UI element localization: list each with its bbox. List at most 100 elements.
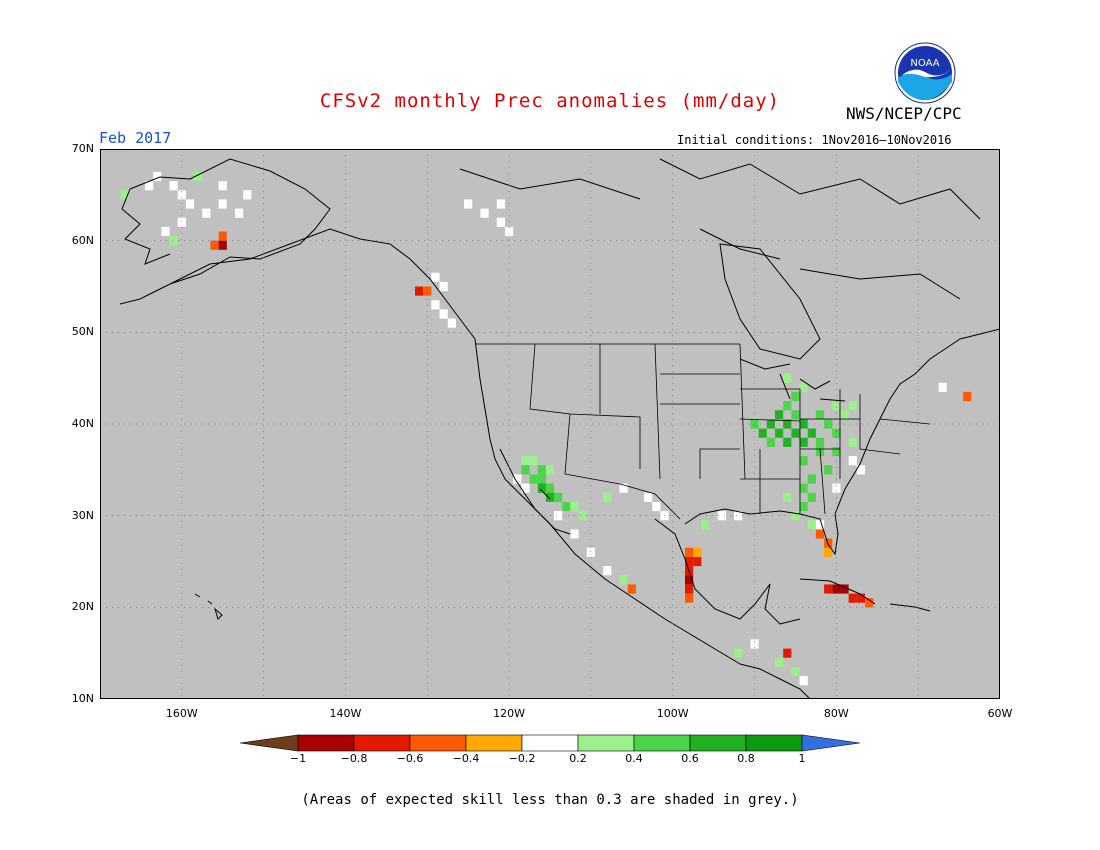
anomaly-cell [799, 419, 808, 429]
anomaly-cell [505, 226, 514, 237]
anomaly-cell [603, 492, 612, 502]
anomaly-cell [701, 520, 710, 530]
baja-coast [499, 448, 571, 535]
colorbar-segment [521, 734, 579, 752]
anomaly-cell [545, 492, 555, 502]
anomaly-cell [734, 511, 743, 521]
anomaly-cell [496, 199, 505, 209]
anomaly-cell [644, 492, 653, 502]
coastlines [119, 158, 1000, 699]
anomaly-cell [807, 520, 816, 530]
anomaly-cell [496, 217, 505, 227]
anomaly-cell [586, 547, 595, 557]
anomaly-cell [202, 208, 211, 218]
anomaly-cell [783, 648, 792, 658]
anomaly-cell [619, 575, 628, 585]
anomaly-cell [554, 492, 563, 502]
anomaly-cell [685, 593, 694, 603]
anomaly-cell [693, 556, 702, 567]
anomaly-cell [840, 584, 849, 594]
anomaly-cell [243, 190, 252, 200]
anomaly-cell [185, 199, 195, 209]
anomaly-cell [235, 208, 244, 218]
initial-conditions: Initial conditions: 1Nov2016–10Nov2016 [677, 133, 952, 147]
colorbar-segment-above [801, 734, 860, 752]
anomaly-cell [603, 566, 612, 576]
anomaly-cell [815, 529, 825, 539]
anomaly-cell [824, 584, 833, 594]
anomaly-cell [791, 511, 800, 521]
anomaly-cell [717, 511, 726, 521]
colorbar-segment [353, 734, 411, 752]
gridlines [100, 149, 1000, 699]
anomaly-cell [627, 584, 636, 594]
anomaly-cell [775, 657, 784, 667]
anomaly-cell [783, 492, 792, 502]
anomaly-cell [783, 373, 792, 383]
anomaly-cell [775, 428, 784, 438]
colorbar-tick-label: −0.6 [396, 752, 424, 765]
anomaly-cell [799, 456, 808, 466]
anomaly-cell [693, 547, 702, 557]
colorbar-segment [577, 734, 635, 752]
anomaly-cell [529, 456, 538, 466]
anomaly-cell [848, 593, 857, 603]
anomaly-cell [791, 428, 800, 438]
longitude-tick-label: 160W [165, 707, 198, 720]
latitude-tick-label: 70N [71, 142, 94, 155]
anomaly-cell [578, 511, 587, 521]
anomaly-cell [815, 410, 825, 420]
anomaly-cell [848, 456, 857, 466]
hawaii [194, 593, 223, 620]
colorbar-segment [633, 734, 691, 752]
anomaly-cell [415, 286, 424, 296]
latitude-tick-label: 20N [71, 600, 94, 614]
anomaly-cell [799, 501, 808, 512]
colorbar-tick-label: −1 [289, 752, 307, 765]
cuba [799, 578, 876, 605]
anomaly-cell [799, 382, 808, 392]
colorbar-segment-below [240, 734, 299, 752]
anomaly-cell [832, 401, 841, 411]
colorbar-segment [689, 734, 747, 752]
latitude-tick-label: 50N [71, 325, 94, 339]
anomaly-cell [447, 318, 456, 328]
anomaly-cell [545, 483, 555, 493]
arctic-islands [459, 158, 981, 300]
anomaly-cell [685, 584, 694, 594]
latitude-tick-label: 40N [71, 417, 94, 430]
anomaly-cell [750, 639, 759, 649]
anomaly-cell [848, 401, 857, 411]
anomaly-cell [210, 240, 219, 250]
anomaly-cell [153, 171, 162, 182]
anomaly-cell [537, 474, 546, 484]
anomaly-cell [938, 382, 947, 392]
anomaly-cell [169, 236, 178, 246]
anomaly-cell [685, 556, 694, 567]
colorbar-segment [745, 734, 803, 752]
anomaly-cell [521, 483, 530, 493]
anomaly-cell [218, 199, 227, 209]
anomaly-cell [194, 171, 203, 182]
anomaly-cell [431, 300, 440, 310]
hispaniola [889, 603, 931, 612]
anomaly-cell [685, 575, 694, 585]
anomaly-cell [799, 437, 808, 447]
forecast-period: Feb 2017 [99, 129, 172, 147]
latitude-tick-label: 10N [71, 692, 94, 705]
colorbar-tick-label: −0.4 [452, 752, 480, 765]
bering-coast [121, 188, 171, 265]
us-state-lines [475, 343, 931, 515]
longitude-tick-label: 140W [329, 707, 362, 720]
anomaly-cell [815, 520, 825, 530]
colorbar-tick-label: 1 [798, 752, 806, 765]
colorbar-tick-label: 0.4 [625, 752, 643, 765]
anomaly-cell [685, 547, 694, 557]
anomaly-cell [856, 465, 865, 475]
anomaly-cell [521, 456, 530, 466]
anomaly-cell [423, 286, 432, 296]
anomaly-cell [807, 428, 816, 438]
longitude-tick-label: 80W [823, 707, 849, 720]
great-lakes [739, 358, 846, 402]
